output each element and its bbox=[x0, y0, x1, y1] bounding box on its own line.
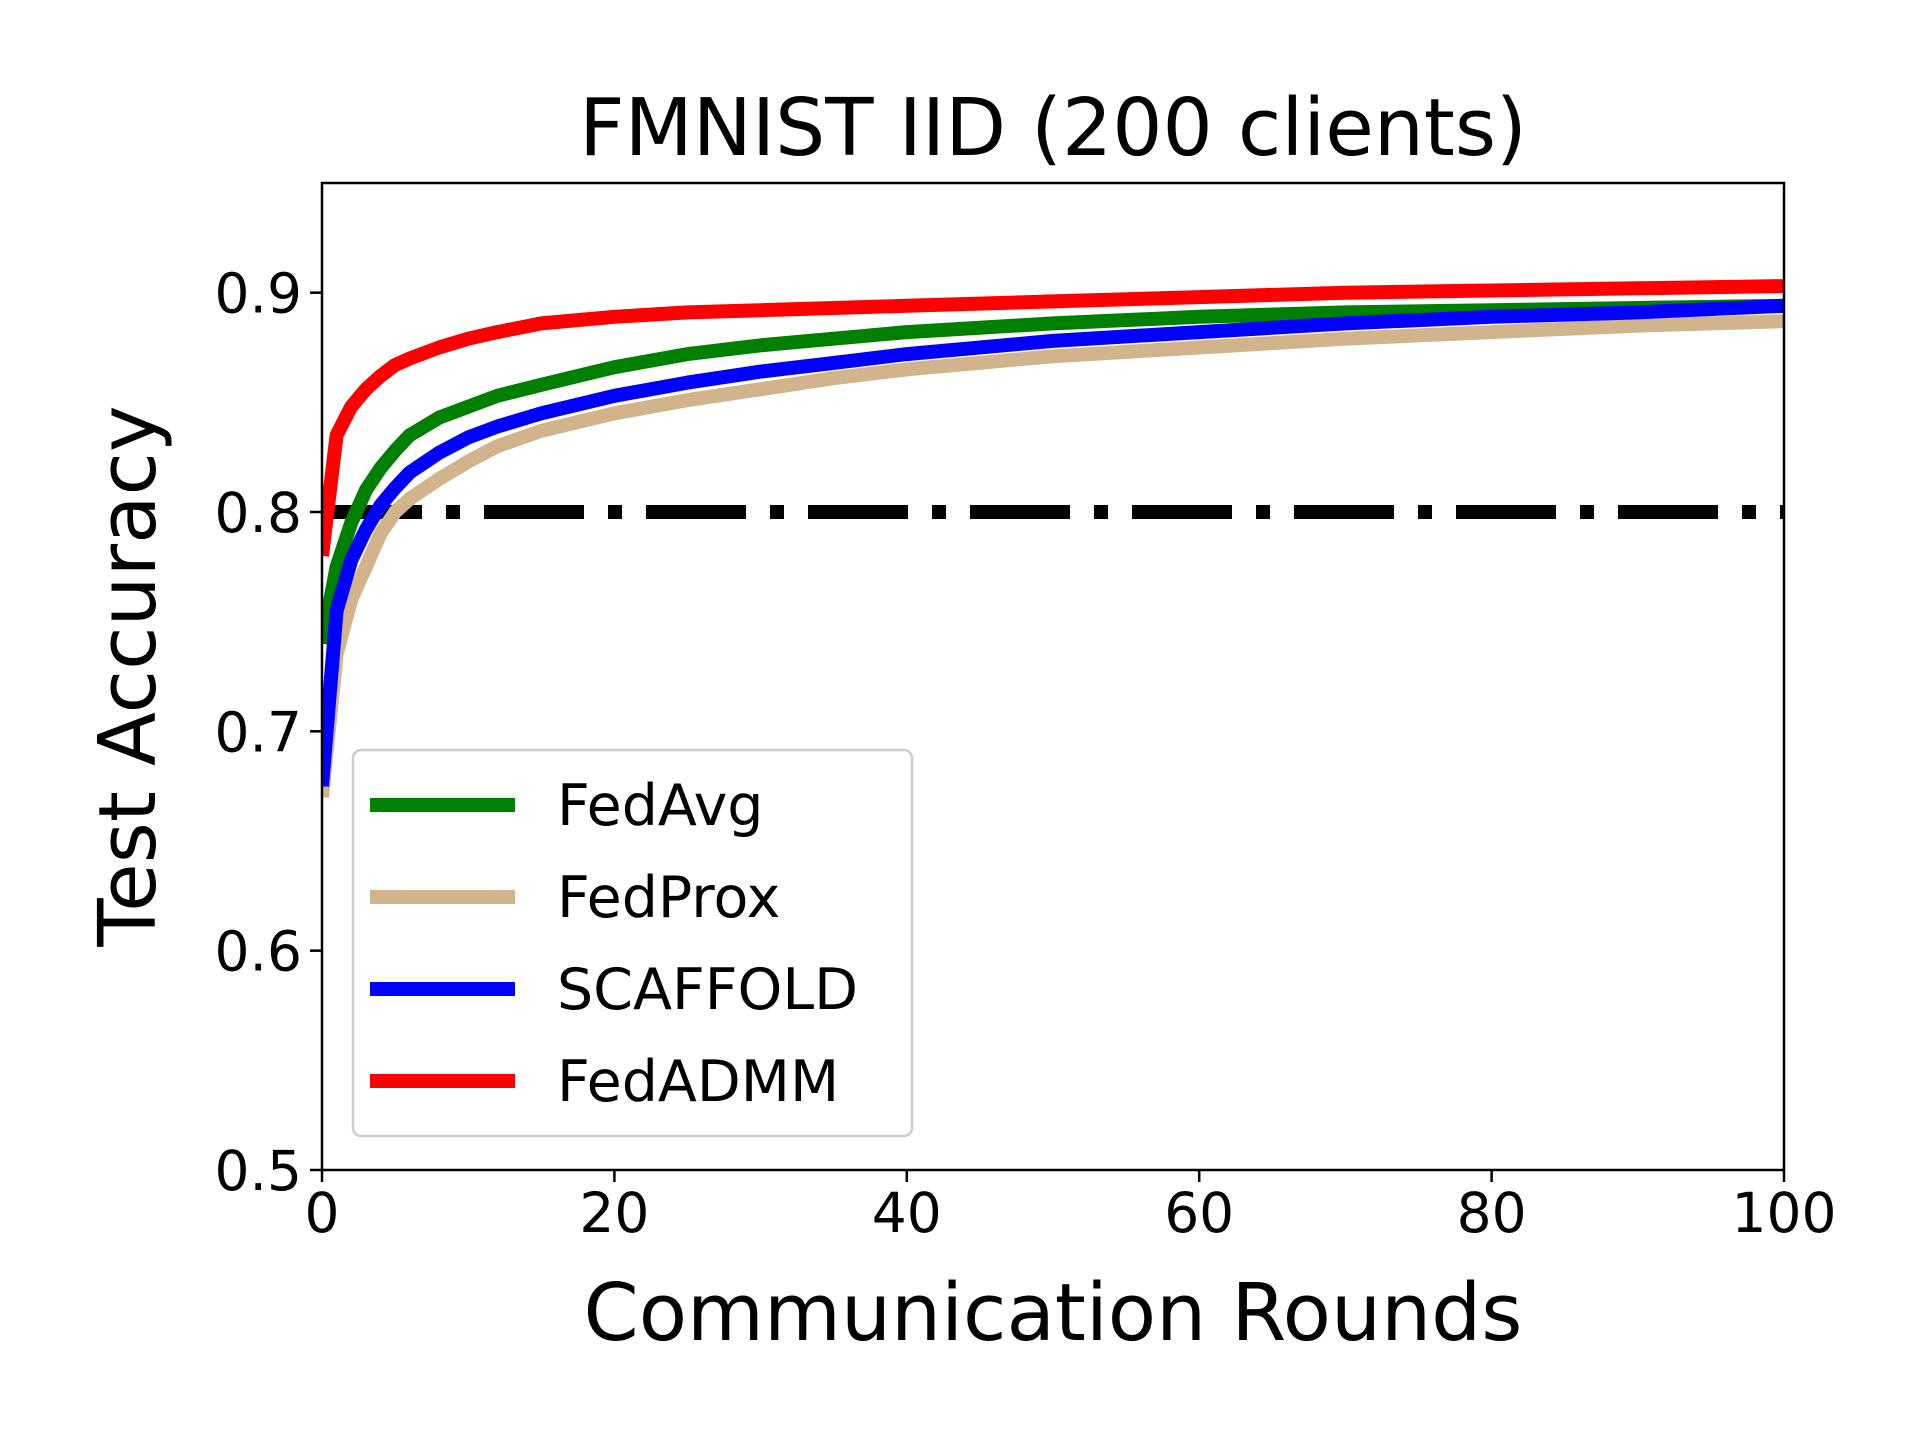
x-tick-label: 60 bbox=[1164, 1181, 1234, 1245]
y-tick-label: 0.6 bbox=[215, 920, 302, 984]
x-tick-label: 0 bbox=[305, 1181, 340, 1245]
x-tick-label: 100 bbox=[1732, 1181, 1837, 1245]
y-axis-label: Test Accuracy bbox=[82, 405, 174, 947]
x-axis-label: Communication Rounds bbox=[584, 1267, 1523, 1359]
y-tick-label: 0.8 bbox=[215, 481, 302, 545]
legend-label-fedavg: FedAvg bbox=[557, 773, 764, 839]
legend-frame bbox=[351, 748, 914, 1138]
legend: FedAvg FedProx SCAFFOLD FedADMM bbox=[351, 748, 914, 1138]
plot-frame bbox=[320, 181, 1786, 1172]
x-tick-label: 80 bbox=[1457, 1181, 1527, 1245]
x-tick-label: 40 bbox=[872, 1181, 942, 1245]
y-tick-label: 0.5 bbox=[215, 1139, 302, 1203]
series-line-fedadmm bbox=[322, 279, 1784, 557]
chart-title: FMNIST IID (200 clients) bbox=[579, 82, 1527, 174]
legend-label-fedprox: FedProx bbox=[557, 865, 780, 931]
series-line-scaffold bbox=[322, 298, 1784, 787]
legend-label-scaffold: SCAFFOLD bbox=[557, 957, 858, 1023]
y-tick-label: 0.7 bbox=[215, 700, 302, 764]
legend-label-fedadmm: FedADMM bbox=[557, 1049, 839, 1115]
series-line-fedprox bbox=[322, 314, 1784, 798]
series-line-fedavg bbox=[322, 298, 1784, 645]
x-tick-label: 20 bbox=[579, 1181, 649, 1245]
y-tick-label: 0.9 bbox=[215, 262, 302, 326]
